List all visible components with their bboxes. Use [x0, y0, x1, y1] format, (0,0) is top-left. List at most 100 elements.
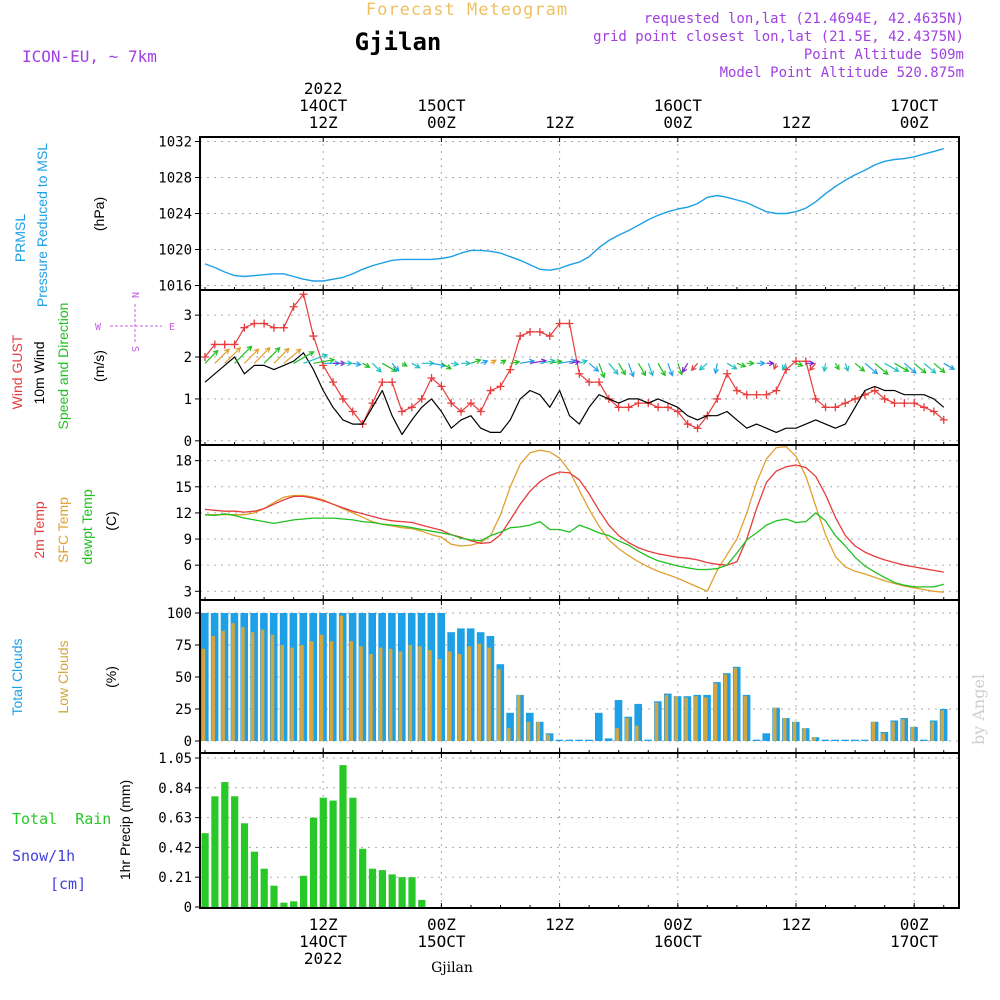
wind-dir-arrow	[726, 362, 738, 370]
low-cloud-bar	[546, 734, 550, 741]
snow-unit: [cm]	[50, 875, 86, 893]
bottom-time-label: 00Z	[900, 915, 929, 934]
precip-bar	[201, 833, 209, 907]
y-tick-label: 0.63	[158, 811, 192, 827]
total-cloud-bar	[644, 739, 652, 741]
top-time-label: 2022	[304, 79, 343, 98]
top-time-label: 16OCT	[654, 96, 703, 115]
low-cloud-bar	[812, 737, 816, 741]
y-tick-label: 3	[184, 308, 192, 324]
gust-point	[398, 407, 406, 416]
y-tick-label: 1020	[158, 243, 192, 259]
wind-dir-arrow	[782, 363, 788, 371]
wind-dir-arrow	[821, 363, 828, 373]
gust-point	[663, 403, 672, 412]
low-cloud-bar	[497, 669, 501, 741]
precip-bar	[378, 870, 386, 907]
wind-dir-arrow	[903, 362, 917, 374]
wind-dir-arrow	[864, 362, 879, 375]
gust-point	[624, 403, 633, 412]
pressure-label-1: PRMSL	[12, 214, 28, 262]
low-cloud-bar	[506, 728, 511, 741]
low-cloud-bar	[329, 641, 334, 741]
wind-dir-arrow	[569, 359, 581, 366]
model-altitude: Model Point Altitude 520.875m	[720, 65, 964, 81]
wind-dir-arrow	[746, 360, 756, 367]
total-cloud-bar	[604, 738, 613, 741]
location-title: Gjilan	[355, 28, 442, 56]
low-cloud-bar	[635, 725, 639, 741]
gust-point	[920, 403, 929, 412]
y-tick-label: 1024	[158, 207, 192, 223]
gust-point	[299, 290, 308, 299]
precip-bar	[309, 817, 318, 907]
gust-point	[457, 407, 466, 416]
dewpoint-line	[204, 512, 944, 588]
low-cloud-bar	[901, 719, 905, 741]
gust-point	[752, 390, 761, 399]
low-cloud-bar	[418, 646, 422, 741]
bottom-time-label: 12Z	[545, 915, 574, 934]
low-cloud-bar	[241, 627, 245, 741]
wind-dir-arrow	[598, 363, 606, 379]
point-altitude: Point Altitude 509m	[804, 47, 964, 63]
total-cloud-bar	[634, 703, 642, 741]
wind-dir-arrow	[500, 359, 507, 365]
low-cloud-bar	[723, 674, 728, 741]
low-cloud-bar	[674, 696, 678, 741]
low-cloud-bar	[290, 647, 294, 741]
gust-point	[693, 424, 702, 433]
gust-point	[378, 378, 387, 387]
gust-point	[535, 327, 544, 336]
top-time-label: 12Z	[309, 113, 338, 132]
precip-bar	[418, 899, 426, 907]
bottom-time-label: 15OCT	[417, 932, 466, 951]
y-tick-label: 1	[184, 392, 192, 408]
y-tick-label: 75	[175, 638, 192, 654]
wind-dir-arrow	[381, 362, 398, 372]
wind-dir-arrow	[943, 362, 956, 370]
low-cloud-bar	[211, 636, 215, 741]
low-cloud-bar	[871, 721, 875, 741]
gust-point	[723, 369, 732, 378]
low-cloud-bar	[713, 683, 718, 741]
low-cloud-bar	[940, 710, 944, 741]
wind-dir-arrow	[682, 363, 689, 374]
gust-label: Wind GUST	[9, 334, 25, 409]
gust-point	[732, 386, 741, 395]
lcc-label: Low Clouds	[55, 640, 71, 713]
y-tick-label: 0	[184, 900, 192, 916]
panel-3: 3 6 9 12 15 18	[175, 444, 960, 601]
precip-bar	[359, 848, 367, 907]
y-tick-label: 1032	[158, 135, 192, 151]
total-cloud-bar	[595, 712, 603, 741]
wind-dir-arrow	[618, 363, 626, 376]
wind-dir-arrow	[690, 362, 698, 372]
gust-point	[841, 399, 850, 408]
low-cloud-bar	[930, 721, 935, 741]
wind-dir-arrow	[283, 348, 302, 364]
low-cloud-bar	[694, 696, 698, 741]
wind-dir-arrow	[588, 362, 600, 372]
y-tick-label: 100	[167, 606, 192, 622]
total-cloud-bar	[762, 733, 770, 741]
wind-dir-arrow	[766, 360, 775, 367]
y-tick-label: 25	[175, 702, 192, 718]
wind-dir-arrow	[756, 360, 766, 367]
total-cloud-bar	[860, 739, 869, 741]
compass-rose: N S W E	[95, 292, 175, 352]
wind-dir-arrow	[263, 346, 281, 364]
gust-point	[634, 399, 643, 408]
wind-dir-arrow	[713, 363, 720, 375]
wind-dir-arrow	[352, 361, 362, 367]
low-cloud-bar	[891, 721, 895, 741]
gust-point	[417, 394, 426, 403]
gust-point	[772, 386, 781, 395]
gust-point	[338, 394, 347, 403]
dir-label: Speed and Direction	[55, 303, 71, 430]
low-cloud-bar	[231, 623, 235, 741]
gust-point	[220, 340, 229, 349]
low-cloud-bar	[792, 721, 797, 741]
wind-dir-arrow	[372, 362, 382, 373]
low-cloud-bar	[457, 654, 462, 741]
